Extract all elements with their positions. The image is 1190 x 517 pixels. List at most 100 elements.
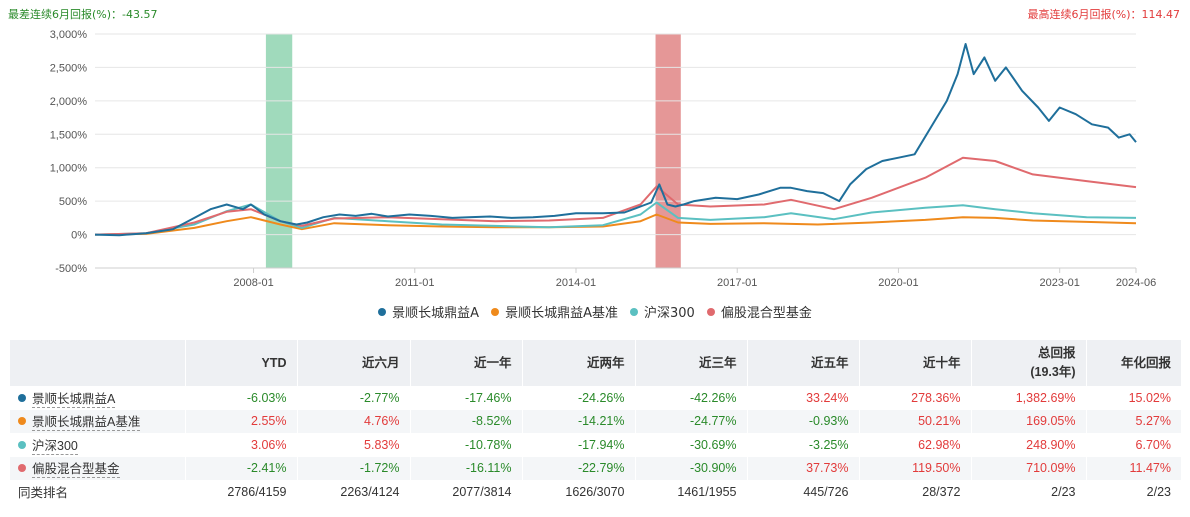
y-tick-label: 0% [71,230,87,242]
best-6m-label: 最高连续6月回报(%)： [1027,8,1142,21]
table-body: 景顺长城鼎益A -6.03% -2.77% -17.46% -24.26% -42.26%… [10,386,1182,504]
table-cell: 169.05% [971,409,1087,433]
table-cell: -42.26% [635,386,748,410]
table-cell: 33.24% [747,386,860,410]
table-row: 景顺长城鼎益A -6.03% -2.77% -17.46% -24.26% -42.26%… [10,386,1182,410]
y-tick-label: -500% [55,263,87,275]
header-2y: 近两年 [522,340,636,386]
series-line-2 [94,201,1137,236]
legend-item-1[interactable]: 景顺长城鼎益A基准 [491,302,618,321]
y-tick-label: 2,500% [50,62,88,74]
series-dot-icon [18,393,26,402]
table-cell: 2.55% [185,409,298,433]
table-cell: -0.93% [747,409,860,433]
header-total-sub: (19.3年) [1030,365,1076,379]
rank-cell: 2077/3814 [410,480,523,504]
header-10y: 近十年 [859,340,972,386]
table-row: 沪深300 3.06% 5.83% -10.78% -17.94% -30.69% -3.2… [10,433,1182,457]
best-6m-return: 最高连续6月回报(%)：114.47 [1027,6,1180,22]
legend-item-2[interactable]: 沪深300 [629,302,695,321]
row-name-cell[interactable]: 景顺长城鼎益A [10,386,186,410]
table-cell: -30.69% [635,433,748,457]
table-cell: 119.50% [859,456,972,480]
x-tick-label: 2017-01 [717,277,757,289]
table-cell: -10.78% [410,433,523,457]
table-cell: 11.47% [1086,456,1182,480]
x-tick-label: 2011-01 [395,277,435,289]
row-name-cell[interactable]: 沪深300 [10,433,186,457]
rank-cell: 28/372 [859,480,972,504]
table-cell: -30.90% [635,456,748,480]
y-tick-label: 1,000% [50,163,88,175]
row-name-cell[interactable]: 景顺长城鼎益A基准 [10,409,186,433]
rank-cell: 1461/1955 [635,480,748,504]
header-total: 总回报 (19.3年) [971,340,1087,386]
row-name-cell[interactable]: 偏股混合型基金 [10,456,186,480]
chart-legend: 景顺长城鼎益A 景顺长城鼎益A基准 沪深300 偏股混合型基金 [0,302,1190,321]
table-cell: -17.94% [522,433,636,457]
header-3y: 近三年 [635,340,748,386]
worst-6m-return: 最差连续6月回报(%)：-43.57 [8,6,158,22]
y-tick-label: 500% [59,196,87,208]
rank-cell: 1626/3070 [522,480,636,504]
y-tick-label: 3,000% [50,29,88,41]
table-cell: -2.41% [185,456,298,480]
rank-cell: 2263/4124 [297,480,411,504]
y-tick-label: 2,000% [50,96,88,108]
table-cell: -16.11% [410,456,523,480]
legend-label: 景顺长城鼎益A基准 [505,306,618,321]
table-cell: -2.77% [297,386,411,410]
table-cell: -17.46% [410,386,523,410]
legend-label: 景顺长城鼎益A [392,306,480,321]
shaded-period-0 [265,34,293,268]
performance-chart: 最差连续6月回报(%)：-43.57 最高连续6月回报(%)：114.47 3,… [0,6,1190,321]
x-tick-label: 2008-01 [233,277,273,289]
y-tick-label: 1,500% [50,129,88,141]
table-cell: 710.09% [971,456,1087,480]
series-line-3 [94,156,1137,236]
table-cell: -24.77% [635,409,748,433]
shaded-period-1 [655,34,681,268]
series-dot-icon [18,417,26,426]
line-chart-svg: 3,000% 2,500% 2,000% 1,500% 1,000% 500% 0% -500… [50,29,1157,289]
legend-dot-icon [491,307,500,316]
legend-label: 偏股混合型基金 [720,306,812,321]
header-5y: 近五年 [747,340,860,386]
rank-row: 同类排名 2786/4159 2263/4124 2077/3814 1626/3070… [10,480,1182,504]
table-cell: 248.90% [971,433,1087,457]
header-6m: 近六月 [297,340,411,386]
table-cell: 3.06% [185,433,298,457]
table-cell: 37.73% [747,456,860,480]
table-cell: -1.72% [297,456,411,480]
legend-dot-icon [629,307,638,316]
rank-cell: 2/23 [1086,480,1182,504]
x-tick-label: 2024-06 [1116,277,1156,289]
rank-cell: 2/23 [971,480,1087,504]
header-name [10,340,186,386]
x-tick-label: 2014-01 [556,277,596,289]
legend-item-0[interactable]: 景顺长城鼎益A [378,302,479,321]
table-row: 景顺长城鼎益A基准 2.55% 4.76% -8.52% -14.21% -24.77% -… [10,409,1182,433]
row-name-label: 偏股混合型基金 [32,458,120,479]
table-cell: 62.98% [859,433,972,457]
table-cell: -22.79% [522,456,636,480]
table-cell: 50.21% [859,409,972,433]
legend-dot-icon [706,307,715,316]
row-name-label: 景顺长城鼎益A基准 [32,411,141,432]
series-dot-icon [18,440,26,449]
table-cell: 278.36% [859,386,972,410]
table-cell: 6.70% [1086,433,1182,457]
rank-cell: 2786/4159 [185,480,298,504]
table-cell: 5.27% [1086,409,1182,433]
row-name-label: 景顺长城鼎益A [32,388,116,408]
header-ytd: YTD [185,340,298,386]
best-6m-value: 114.47 [1141,8,1181,21]
table-header-row: YTD 近六月 近一年 近两年 近三年 近五年 近十年 总回报 (19.3年) … [10,340,1182,386]
table-cell: -6.03% [185,386,298,410]
series-line-0 [94,43,1137,237]
table-cell: 15.02% [1086,386,1182,410]
legend-label: 沪深300 [643,306,695,321]
legend-item-3[interactable]: 偏股混合型基金 [706,302,812,321]
worst-6m-label: 最差连续6月回报(%)： [8,8,123,21]
series-line-1 [94,213,1137,236]
